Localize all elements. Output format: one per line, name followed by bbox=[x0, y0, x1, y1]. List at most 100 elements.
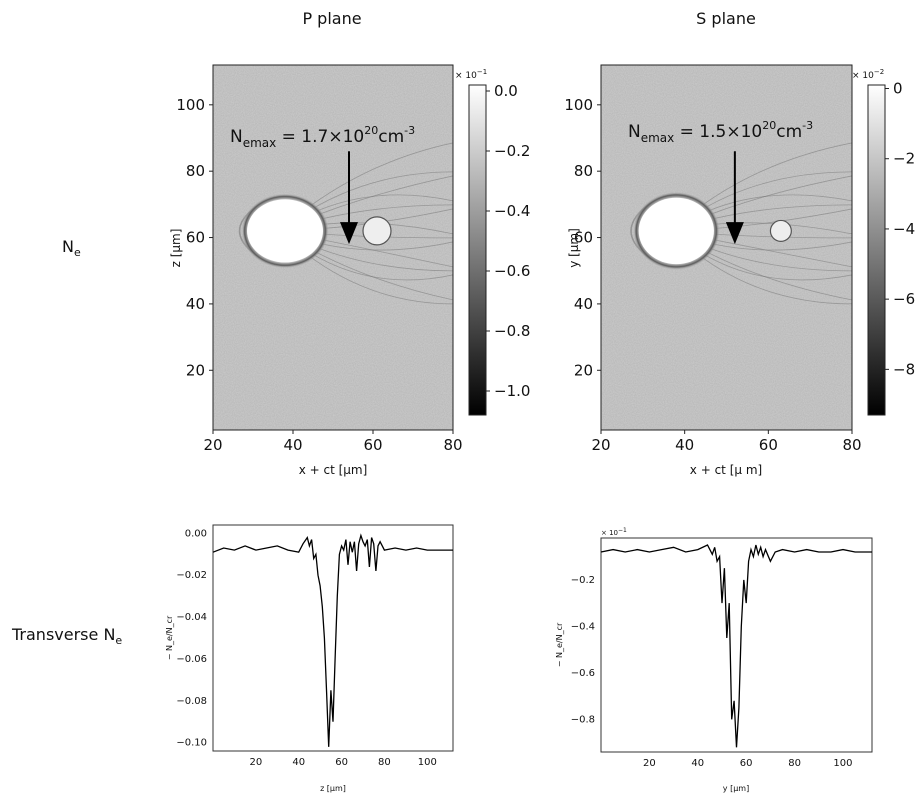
s-profile-xtick-label: 60 bbox=[740, 758, 753, 769]
p-colorbar-multiplier: × 10−1 bbox=[455, 68, 487, 81]
s-map-colorbar-tick-label: −6 bbox=[893, 290, 915, 308]
s-plane-profile-chart: 20 40 60 80 100 −0.2 −0.4 −0.6 −0.8 × 10−1 y [µm… bbox=[555, 527, 873, 793]
p-map-second-bubble bbox=[362, 216, 392, 246]
p-map-xtick-label: 60 bbox=[363, 436, 382, 454]
p-map-features bbox=[238, 142, 453, 305]
p-profile-ytick-label: −0.04 bbox=[176, 612, 207, 623]
s-plane-title: S plane bbox=[696, 9, 756, 28]
p-colorbar-gradient bbox=[468, 84, 487, 416]
p-profile-series-line bbox=[212, 533, 453, 747]
p-map-xtick-label: 80 bbox=[443, 436, 462, 454]
s-map-axes: 20 40 60 80 20 40 60 80 100 bbox=[564, 96, 861, 454]
s-map-xtick-label: 80 bbox=[842, 436, 861, 454]
s-map-xtick-label: 40 bbox=[675, 436, 694, 454]
p-profile-xtick-label: 20 bbox=[249, 757, 262, 768]
s-profile-series-line bbox=[600, 544, 872, 748]
s-map-ylabel: y [µm] bbox=[567, 228, 581, 268]
s-map-ytick-label: 40 bbox=[574, 295, 593, 313]
s-profile-ytick-label: −0.8 bbox=[571, 714, 595, 725]
p-profile-xtick-label: 40 bbox=[292, 757, 305, 768]
p-profile-ytick-label: −0.06 bbox=[176, 654, 207, 665]
p-profile-xtick-label: 60 bbox=[335, 757, 348, 768]
p-plane-heatmap: 20 40 60 80 20 40 60 80 100 x + ct [µm] z [µm] N… bbox=[169, 64, 463, 477]
s-profile-xlabel: y [µm] bbox=[723, 784, 749, 793]
p-map-arrow bbox=[340, 151, 358, 245]
p-map-colorbar-tick-label: −0.6 bbox=[494, 262, 530, 280]
p-map-arrow-head bbox=[340, 222, 358, 245]
p-map-colorbar-tick-label: −0.8 bbox=[494, 322, 530, 340]
s-map-arrow-head bbox=[725, 222, 744, 245]
p-map-xtick-label: 40 bbox=[283, 436, 302, 454]
s-profile-xtick-label: 80 bbox=[788, 758, 801, 769]
s-map-ytick-label: 100 bbox=[564, 96, 593, 114]
p-profile-axes: 20 40 60 80 100 0.00 −0.02 −0.04 −0.06 −0.08 −0.10 bbox=[176, 528, 436, 768]
p-map-ytick-label: 20 bbox=[186, 361, 205, 379]
s-map-wake-filament bbox=[691, 142, 852, 214]
p-plane-profile-chart: 20 40 60 80 100 0.00 −0.02 −0.04 −0.06 −0.08 −0.10… bbox=[165, 524, 454, 793]
s-profile-multiplier: × 10−1 bbox=[601, 527, 627, 537]
s-map-ytick-label: 60 bbox=[574, 229, 593, 247]
s-map-wake-filament bbox=[691, 248, 852, 305]
p-map-bubble bbox=[247, 199, 323, 263]
p-profile-ytick-label: −0.08 bbox=[176, 696, 207, 707]
s-profile-xtick-label: 20 bbox=[643, 758, 656, 769]
p-map-annotation: Nemax = 1.7×1020cm-3 bbox=[230, 124, 415, 150]
row-label-transverse: Transverse Ne bbox=[11, 625, 122, 647]
s-colorbar-multiplier: × 10−2 bbox=[852, 68, 884, 81]
s-profile-ylabel: − N_e/N_cr bbox=[555, 622, 564, 667]
p-map-ytick-label: 100 bbox=[176, 96, 205, 114]
s-colorbar: × 10−2 0 −2 −4 −6 −8 bbox=[852, 68, 915, 416]
p-map-ylabel: z [µm] bbox=[169, 229, 183, 268]
p-colorbar: × 10−1 0.0 −0.2 −0.4 −0.6 −0.8 −1.0 bbox=[455, 68, 530, 416]
s-map-xtick-label: 20 bbox=[591, 436, 610, 454]
p-map-axes: 20 40 60 80 20 40 60 80 100 bbox=[176, 96, 462, 454]
s-map-xtick-label: 60 bbox=[759, 436, 778, 454]
s-colorbar-ticks: 0 −2 −4 −6 −8 bbox=[885, 80, 915, 378]
p-profile-ytick-label: −0.10 bbox=[176, 738, 207, 749]
s-map-colorbar-tick-label: 0 bbox=[893, 80, 903, 98]
p-profile-ytick-label: 0.00 bbox=[185, 528, 207, 539]
s-colorbar-gradient bbox=[867, 84, 886, 416]
s-map-frame bbox=[600, 64, 853, 431]
p-profile-xlabel: z [µm] bbox=[320, 784, 346, 793]
p-map-ytick-label: 80 bbox=[186, 162, 205, 180]
s-map-second-bubble bbox=[769, 219, 792, 242]
s-profile-xtick-label: 40 bbox=[691, 758, 704, 769]
p-map-colorbar-tick-label: −1.0 bbox=[494, 382, 530, 400]
p-profile-xtick-label: 100 bbox=[418, 757, 437, 768]
p-map-wake-filament bbox=[299, 142, 453, 214]
p-plane-title: P plane bbox=[302, 9, 361, 28]
p-map-xlabel: x + ct [µm] bbox=[299, 463, 368, 477]
p-map-ytick-label: 60 bbox=[186, 229, 205, 247]
p-map-xtick-label: 20 bbox=[203, 436, 222, 454]
s-profile-frame bbox=[600, 537, 873, 753]
s-map-xlabel: x + ct [µ m] bbox=[690, 463, 762, 477]
p-map-colorbar-tick-label: 0.0 bbox=[494, 82, 518, 100]
s-profile-ytick-label: −0.4 bbox=[571, 621, 595, 632]
p-profile-ytick-label: −0.02 bbox=[176, 570, 207, 581]
p-map-wake-filament bbox=[299, 248, 453, 305]
s-map-ytick-label: 80 bbox=[574, 162, 593, 180]
s-map-bubble bbox=[638, 197, 714, 265]
p-map-frame bbox=[212, 64, 454, 431]
s-map-features bbox=[630, 142, 852, 305]
p-map-ytick-label: 40 bbox=[186, 295, 205, 313]
s-map-annotation: Nemax = 1.5×1020cm-3 bbox=[628, 119, 813, 145]
s-map-colorbar-tick-label: −8 bbox=[893, 360, 915, 378]
s-map-ytick-label: 20 bbox=[574, 361, 593, 379]
p-colorbar-ticks: 0.0 −0.2 −0.4 −0.6 −0.8 −1.0 bbox=[486, 82, 530, 400]
s-profile-xtick-label: 100 bbox=[833, 758, 852, 769]
s-profile-ytick-label: −0.6 bbox=[571, 668, 595, 679]
p-profile-ylabel: − N_e/N_cr bbox=[165, 615, 174, 660]
p-map-colorbar-tick-label: −0.2 bbox=[494, 142, 530, 160]
s-profile-ytick-label: −0.2 bbox=[571, 575, 595, 586]
p-map-colorbar-tick-label: −0.4 bbox=[494, 202, 530, 220]
s-profile-axes: 20 40 60 80 100 −0.2 −0.4 −0.6 −0.8 bbox=[571, 575, 853, 769]
s-map-colorbar-tick-label: −4 bbox=[893, 220, 915, 238]
p-profile-xtick-label: 80 bbox=[378, 757, 391, 768]
s-map-colorbar-tick-label: −2 bbox=[893, 150, 915, 168]
s-map-arrow bbox=[725, 151, 744, 245]
row-label-density: Ne bbox=[62, 237, 81, 259]
